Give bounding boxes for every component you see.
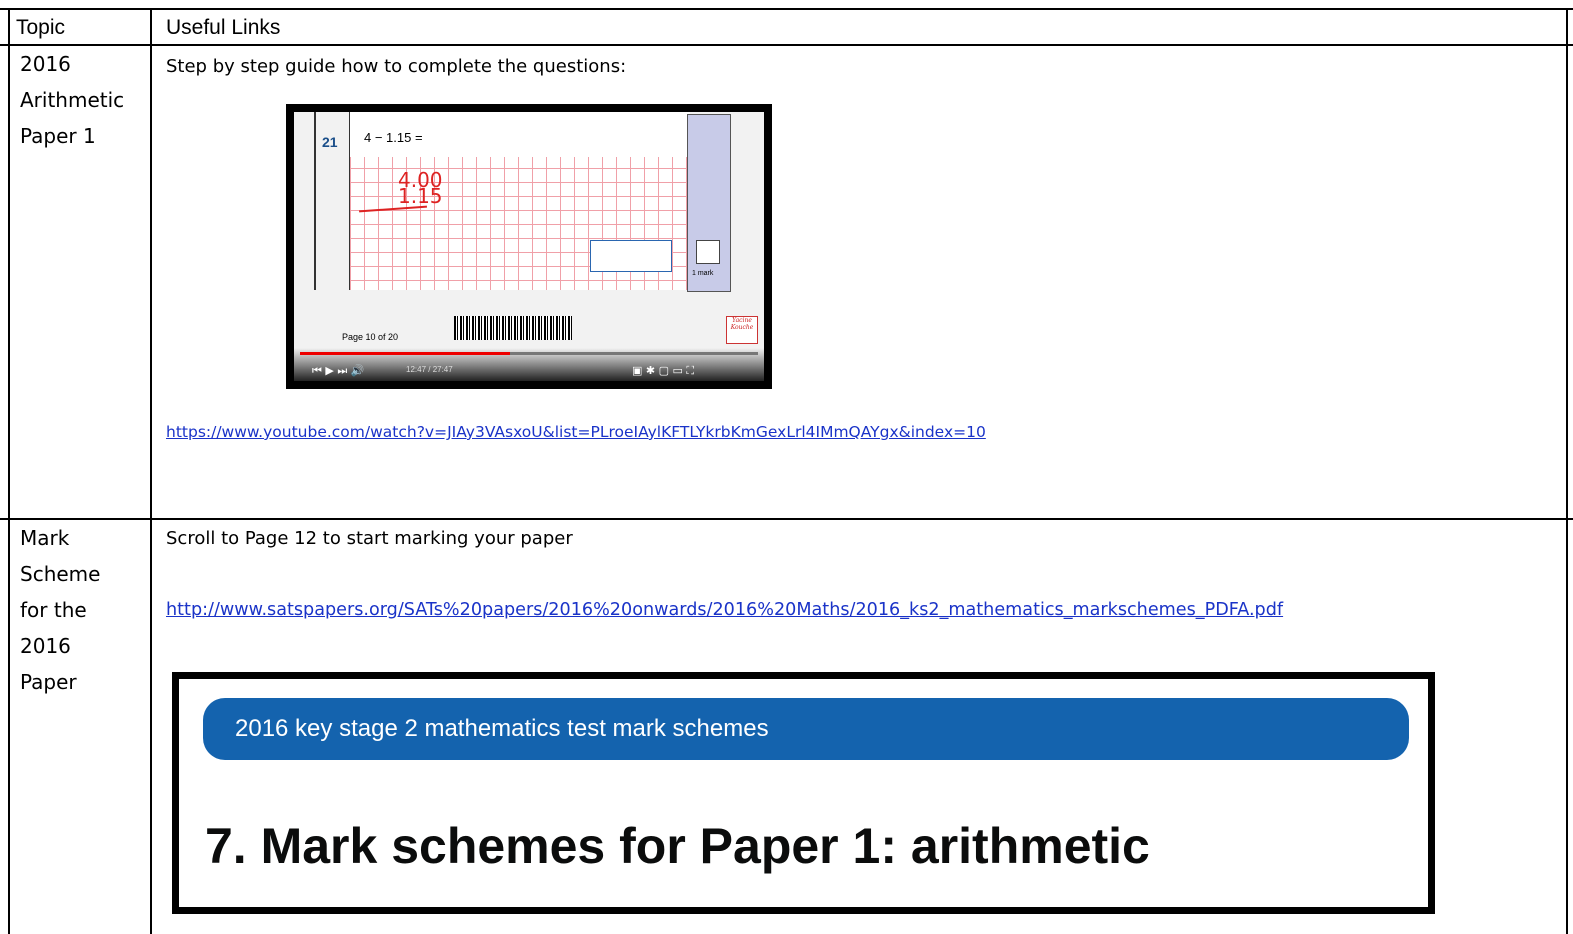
header-cell: Topic bbox=[16, 16, 66, 39]
work-line: 4.00 bbox=[398, 168, 443, 192]
banner-text: 2016 key stage 2 mathematics test mark s… bbox=[235, 715, 769, 742]
link[interactable]: http://www.satspapers.org/SATs%20papers/… bbox=[166, 600, 1284, 620]
control-icons[interactable]: ⏮ ▶ ⏭ 🔊 bbox=[312, 364, 365, 377]
topic-line: for the bbox=[20, 598, 87, 622]
border bbox=[0, 8, 1573, 10]
page-label: Page 10 of 20 bbox=[342, 332, 399, 342]
mark-label: 1 mark bbox=[692, 270, 714, 277]
intro-text: Scroll to Page 12 to start marking your … bbox=[166, 528, 573, 549]
header-cell: Useful Links bbox=[166, 16, 281, 39]
work-line: 1.15 bbox=[398, 184, 443, 208]
topic-line: Paper 1 bbox=[20, 124, 96, 148]
link[interactable]: https://www.youtube.com/watch?v=JIAy3VAs… bbox=[166, 423, 986, 441]
mark-box bbox=[696, 240, 720, 264]
border bbox=[0, 518, 1573, 520]
topic-line: Mark bbox=[20, 526, 70, 550]
topic-cell: Mark Scheme for the 2016 Paper bbox=[20, 520, 100, 700]
control-icons[interactable]: ▣ ✱ ▢ ▭ ⛶ bbox=[632, 364, 695, 377]
mark-column bbox=[687, 114, 731, 292]
border bbox=[8, 8, 10, 934]
border bbox=[150, 8, 152, 934]
question-text: 4 − 1.15 = bbox=[364, 130, 423, 145]
topic-cell: 2016 Arithmetic Paper 1 bbox=[20, 46, 124, 154]
question-number: 21 bbox=[322, 134, 338, 150]
intro-text: Step by step guide how to complete the q… bbox=[166, 56, 627, 77]
topic-line: Arithmetic bbox=[20, 88, 125, 112]
margin-line bbox=[314, 112, 316, 290]
banner bbox=[203, 698, 1409, 760]
handwriting: 4.00 1.15 bbox=[398, 168, 443, 208]
video-time: 12:47 / 27:47 bbox=[406, 365, 453, 374]
topic-line: Paper bbox=[20, 670, 77, 694]
video-thumbnail[interactable]: 21 4 − 1.15 = 4.00 1.15 1 mark Page 10 o… bbox=[286, 104, 772, 389]
question-area bbox=[349, 112, 690, 157]
image-heading: 7. Mark schemes for Paper 1: arithmetic bbox=[205, 818, 1150, 874]
image-frame: 2016 key stage 2 mathematics test mark s… bbox=[179, 679, 1428, 907]
screenshot-image: 2016 key stage 2 mathematics test mark s… bbox=[172, 672, 1435, 914]
answer-box bbox=[590, 240, 672, 272]
video-frame: 21 4 − 1.15 = 4.00 1.15 1 mark Page 10 o… bbox=[294, 112, 764, 381]
progress-track bbox=[300, 352, 758, 355]
border bbox=[0, 44, 1573, 46]
channel-badge: Yacine Kouche bbox=[726, 316, 758, 344]
topic-line: Scheme bbox=[20, 562, 101, 586]
border bbox=[1566, 8, 1568, 934]
topic-line: 2016 bbox=[20, 52, 71, 76]
barcode bbox=[454, 316, 572, 340]
topic-line: 2016 bbox=[20, 634, 71, 658]
progress-played bbox=[300, 352, 510, 355]
